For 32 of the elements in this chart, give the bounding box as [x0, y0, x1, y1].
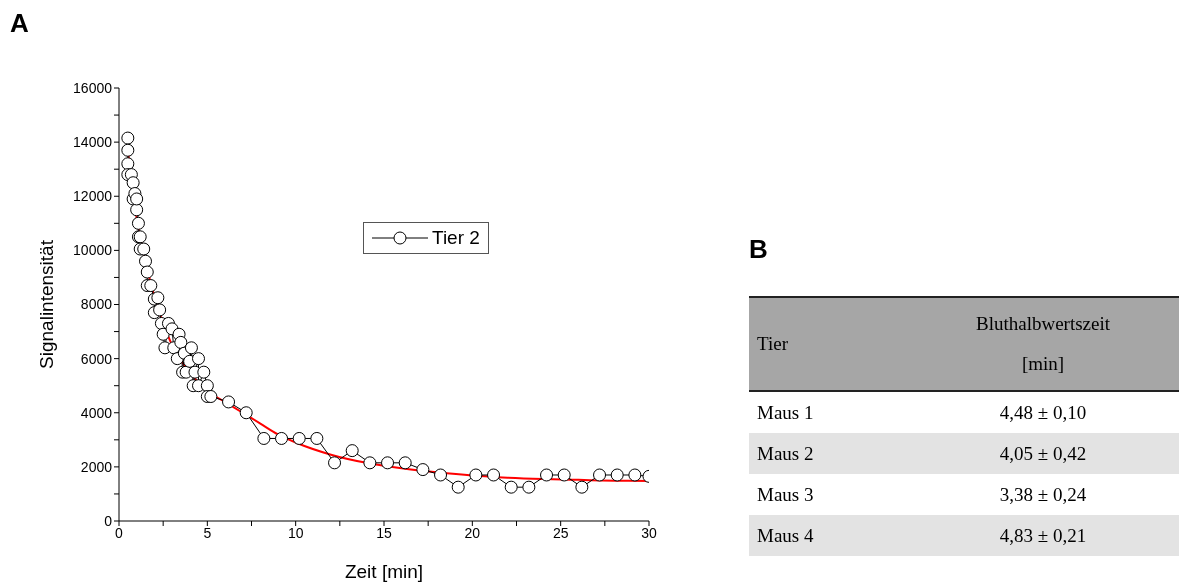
text: B	[749, 234, 769, 266]
x-tick-label: 20	[464, 524, 481, 541]
x-tick-label: 10	[287, 524, 304, 541]
x-tick-label: 25	[552, 524, 569, 541]
legend-box: Tier 2	[363, 222, 489, 254]
text: Tier	[756, 333, 789, 355]
text: 4,83 ± 0,21	[998, 523, 1088, 548]
x-tick-label: 30	[641, 524, 657, 541]
text: 4,48 ± 0,10	[998, 400, 1088, 425]
text: 4,05 ± 0,42	[998, 441, 1088, 466]
y-tick-label: 2000	[80, 458, 113, 475]
y-tick-label: 0	[104, 512, 113, 529]
chart-title: A	[10, 8, 29, 39]
y-tick-label: 10000	[73, 242, 113, 259]
y-tick-label: 16000	[73, 79, 113, 96]
x-axis-title: Zeit [min]	[344, 561, 424, 582]
x-tick-label: 0	[115, 524, 124, 541]
x-tick-label: 15	[376, 524, 392, 541]
legend-label: Tier 2	[432, 227, 480, 249]
text: Maus 3	[756, 483, 815, 506]
text: Bluthalbwertszeit [min]	[975, 312, 1111, 376]
text: Maus 4	[756, 524, 815, 547]
text: Maus 2	[756, 442, 815, 465]
y-tick-label: 14000	[73, 134, 113, 151]
y-tick-label: 4000	[80, 404, 113, 421]
y-tick-label: 8000	[80, 296, 113, 313]
text: 3,38 ± 0,24	[998, 482, 1088, 507]
y-axis-title: Signalintensität	[35, 239, 57, 369]
x-tick-label: 5	[203, 524, 212, 541]
y-tick-label: 12000	[73, 188, 113, 205]
y-tick-label: 6000	[80, 350, 113, 367]
text: Maus 1	[756, 401, 815, 424]
